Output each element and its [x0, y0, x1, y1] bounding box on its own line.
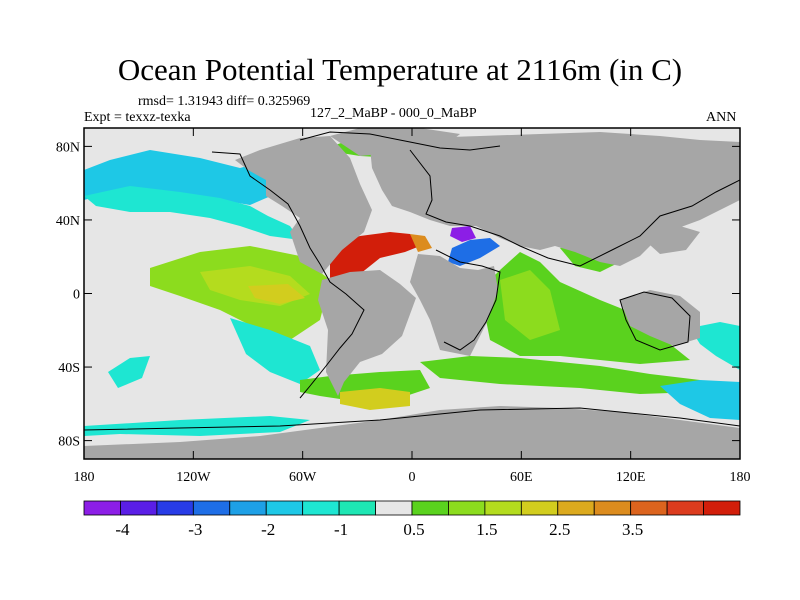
experiment-text: Expt = texxz-texka: [84, 110, 191, 125]
colorbar-bin: [229, 500, 267, 516]
coastline-eurasia: [409, 149, 740, 267]
colorbar-label: -3: [188, 520, 202, 539]
landmass-eurasia: [370, 132, 740, 266]
colorbar-label: 2.5: [549, 520, 570, 539]
colorbar-label: -1: [334, 520, 348, 539]
colorbar-label: 1.5: [476, 520, 497, 539]
colorbar-bin: [448, 500, 486, 516]
southern-ocean-teal-field: [84, 416, 310, 436]
colorbar-bin: [265, 500, 304, 516]
colorbar-bin: [666, 500, 704, 516]
colorbar-bin: [338, 500, 376, 516]
colorbar-label: 0.5: [403, 520, 424, 539]
east-pacific-orange-field: [248, 284, 305, 304]
mediterranean-purple-field: [450, 226, 476, 242]
stats-text: rmsd= 1.31943 diff= 0.325969: [138, 94, 311, 109]
colorbar-bin: [375, 500, 413, 516]
coastline-americas: [211, 151, 365, 399]
south-pacific-island-teal-field: [108, 356, 150, 388]
north-atlantic-red-field: [330, 232, 420, 278]
coastline-north-atlantic: [299, 131, 501, 151]
mediterranean-orange-field: [410, 234, 432, 252]
comparison-text: 127_2_MaBP - 000_0_MaBP: [310, 106, 477, 121]
north-pacific-teal-field: [84, 186, 300, 240]
axes: 180 120W 60W 0 60E 120E 180 80N 40N 0 40S 80S: [56, 128, 751, 485]
map-fields: [84, 128, 740, 459]
colorbar-bin: [83, 500, 121, 516]
x-tick-label: 180: [730, 470, 751, 485]
colorbar-label: -2: [261, 520, 275, 539]
colorbar-bin: [192, 500, 231, 516]
y-tick-label: 80N: [56, 140, 80, 155]
colorbar-bin: [120, 500, 158, 516]
landmass-south-america: [318, 270, 416, 396]
colorbar-bin: [520, 500, 559, 516]
y-tick-label: 0: [73, 288, 80, 303]
y-tick-label: 40S: [58, 361, 80, 376]
southeast-pacific-teal-field: [230, 318, 320, 384]
indian-ocean-bright-green-field: [500, 270, 560, 340]
colorbar-bin: [302, 500, 340, 516]
north-pacific-cyan-field: [84, 150, 298, 205]
x-tick-label: 120W: [176, 470, 211, 485]
x-tick-label: 60E: [510, 470, 533, 485]
colorbar-label: -4: [115, 520, 130, 539]
landmass-antarctica: [84, 406, 740, 459]
coastlines: [84, 131, 740, 431]
colorbar-bin: [630, 500, 668, 516]
colorbar-bin: [557, 500, 595, 516]
mediterranean-blue-field: [448, 238, 500, 266]
x-tick-label: 0: [409, 470, 416, 485]
colorbar-bin: [411, 500, 449, 516]
x-tick-label: 60W: [289, 470, 317, 485]
south-atlantic-yellow-field: [340, 388, 410, 410]
landmass-africa: [410, 254, 498, 356]
landmass-north-america: [235, 136, 372, 274]
x-tick-label: 180: [74, 470, 95, 485]
colorbar-bin: [156, 500, 194, 516]
coastline-antarctica: [84, 407, 740, 431]
coastline-australasia: [619, 291, 691, 351]
colorbar-bin: [593, 500, 632, 516]
colorbar: -4 -3 -2 -1 0.5 1.5 2.5 3.5: [83, 500, 741, 539]
landmass-pacific-island: [640, 226, 700, 254]
south-indian-green-field: [420, 356, 700, 394]
y-tick-label: 80S: [58, 435, 80, 450]
y-tick-label: 40N: [56, 214, 80, 229]
colorbar-bin: [703, 500, 741, 516]
x-tick-label: 120E: [616, 470, 646, 485]
south-pacific-teal-field: [690, 322, 740, 370]
landmass-australia: [620, 290, 700, 346]
coastline-africa: [435, 249, 501, 351]
south-pacific-cyan-field: [660, 380, 740, 420]
season-label: ANN: [706, 110, 737, 125]
colorbar-bin: [484, 500, 522, 516]
chart-title: Ocean Potential Temperature at 2116m (in…: [117, 52, 683, 87]
colorbar-label: 3.5: [622, 520, 643, 539]
